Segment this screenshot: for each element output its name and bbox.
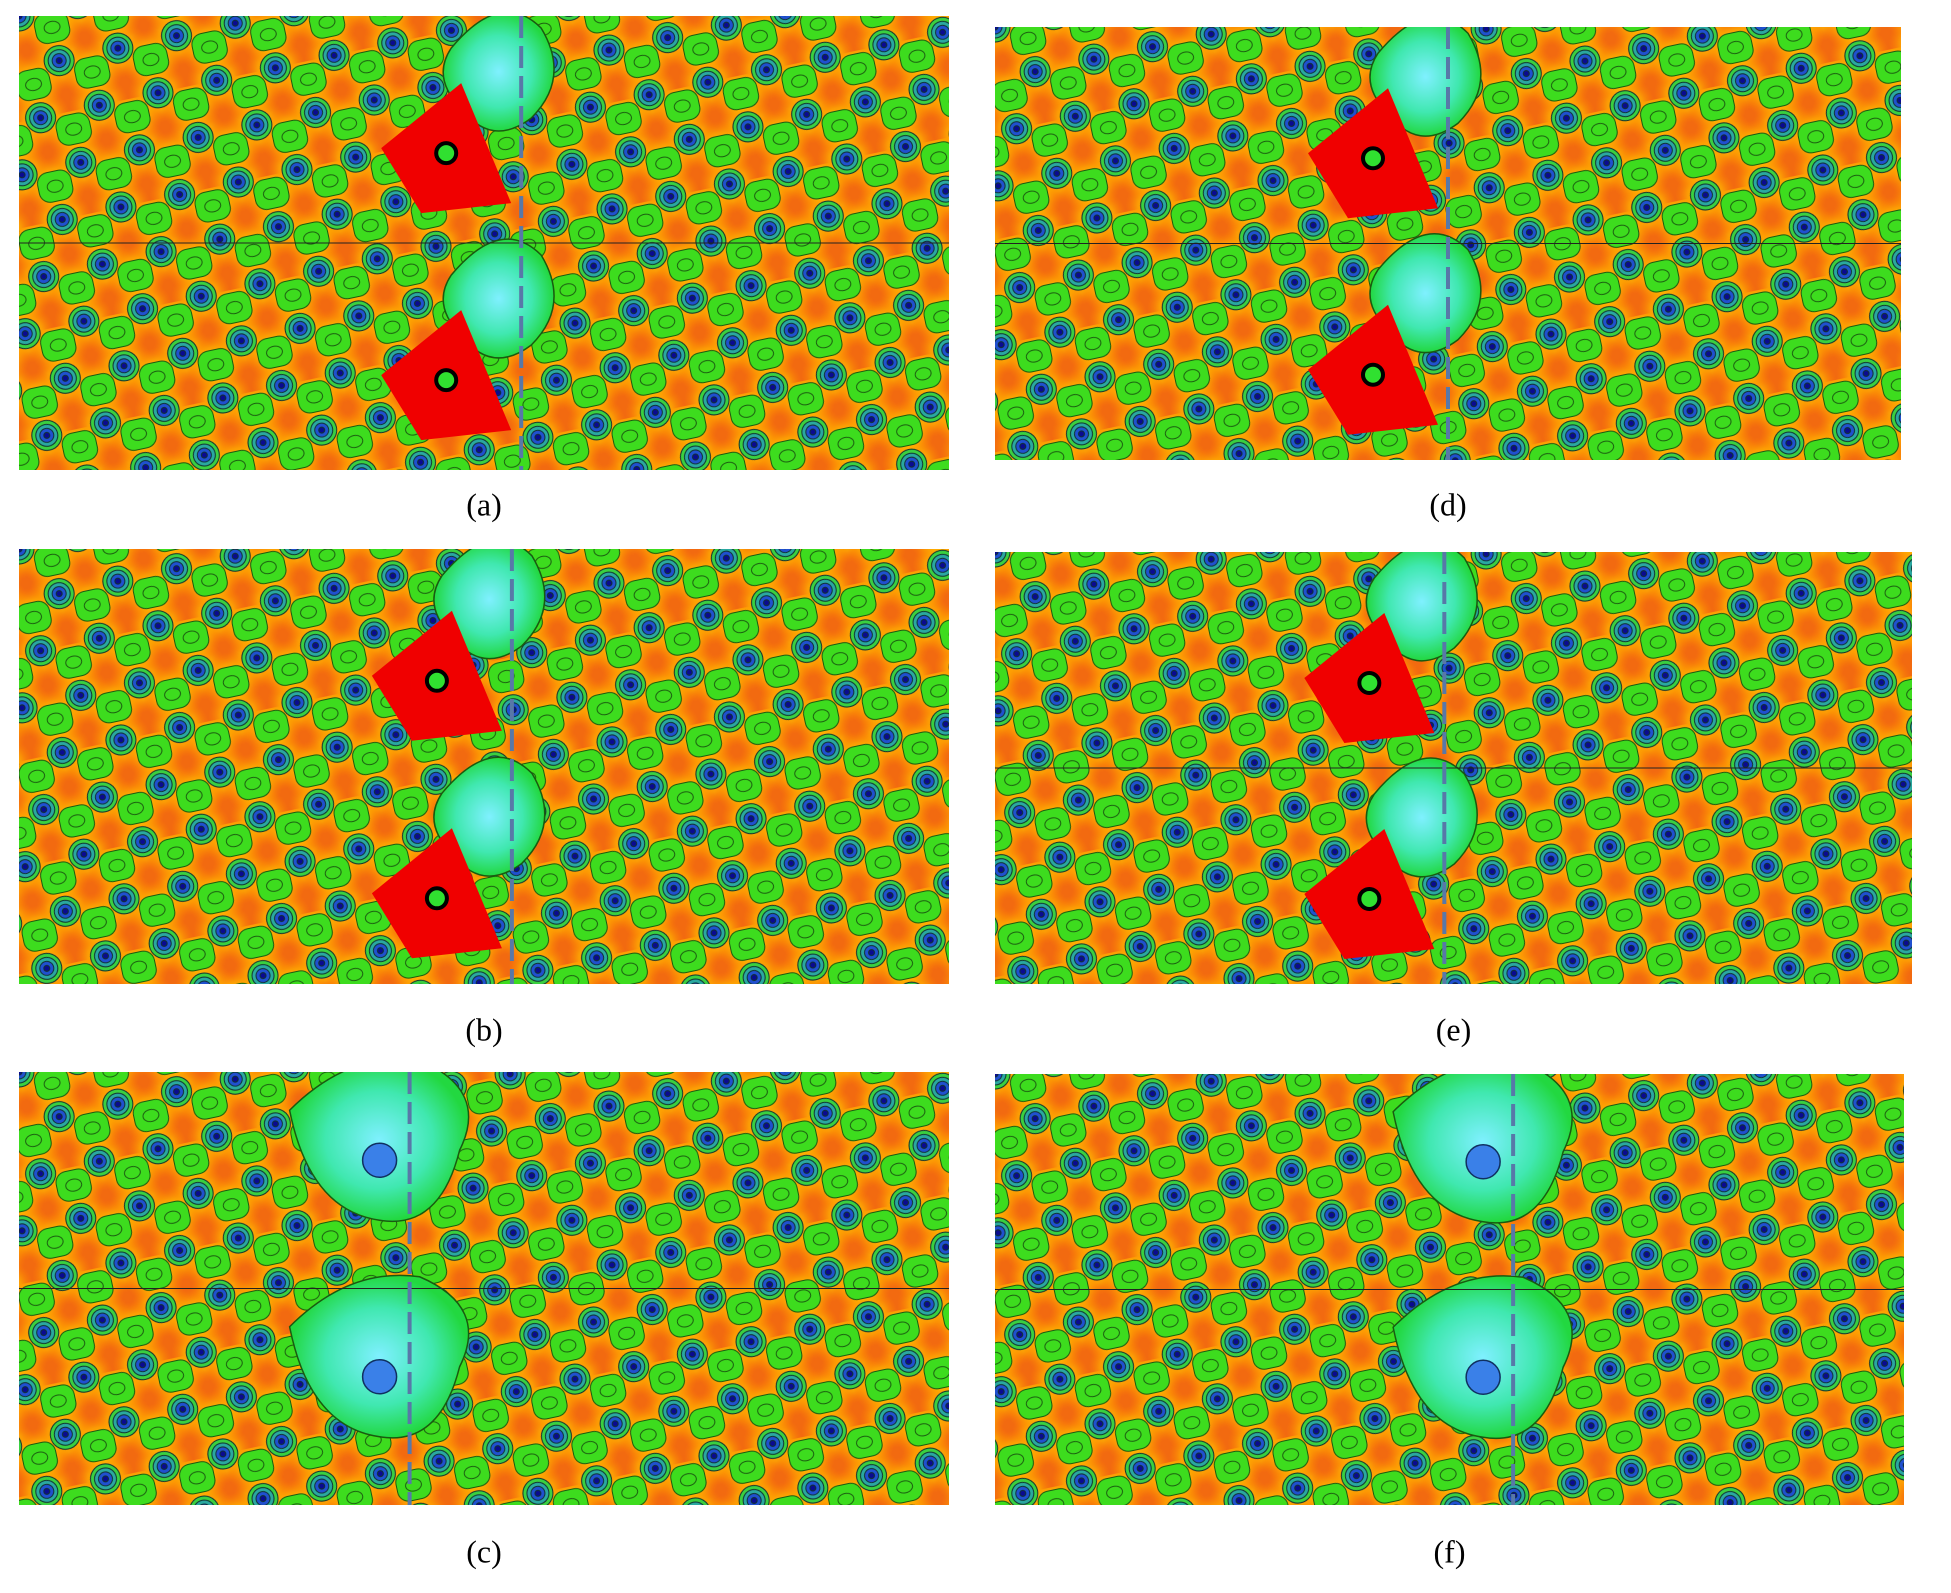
panel-label: (d) [1429, 486, 1466, 522]
panel-label: (c) [466, 1533, 502, 1569]
panel-label: (a) [466, 486, 502, 522]
panel [19, 16, 949, 470]
map [19, 1072, 949, 1505]
vacancy-core [1465, 1359, 1501, 1395]
vacancy-core [361, 1359, 398, 1395]
vacancy-atom [1357, 886, 1382, 911]
panel [995, 1074, 1904, 1505]
panel-label: (e) [1436, 1011, 1472, 1047]
panel [19, 1072, 949, 1505]
panel [995, 552, 1912, 984]
vacancy-atom [434, 141, 459, 166]
cyan-region [1392, 1275, 1573, 1440]
vacancy-atom [1361, 362, 1385, 387]
vacancy-atom [424, 668, 449, 693]
vacancy-atom [424, 886, 449, 911]
panel [19, 549, 949, 984]
map [995, 552, 1912, 984]
map [19, 16, 949, 470]
vacancy-atom [1361, 146, 1385, 171]
cyan-region [288, 1274, 470, 1439]
panel [995, 27, 1901, 460]
panel-label: (f) [1434, 1533, 1466, 1569]
vacancy-atom [1357, 670, 1382, 695]
vacancy-core [361, 1142, 398, 1178]
vacancy-core [1465, 1144, 1501, 1180]
map [995, 1074, 1904, 1505]
panel-label: (b) [465, 1011, 502, 1047]
map [19, 549, 949, 984]
map [995, 27, 1901, 460]
vacancy-atom [434, 368, 459, 393]
